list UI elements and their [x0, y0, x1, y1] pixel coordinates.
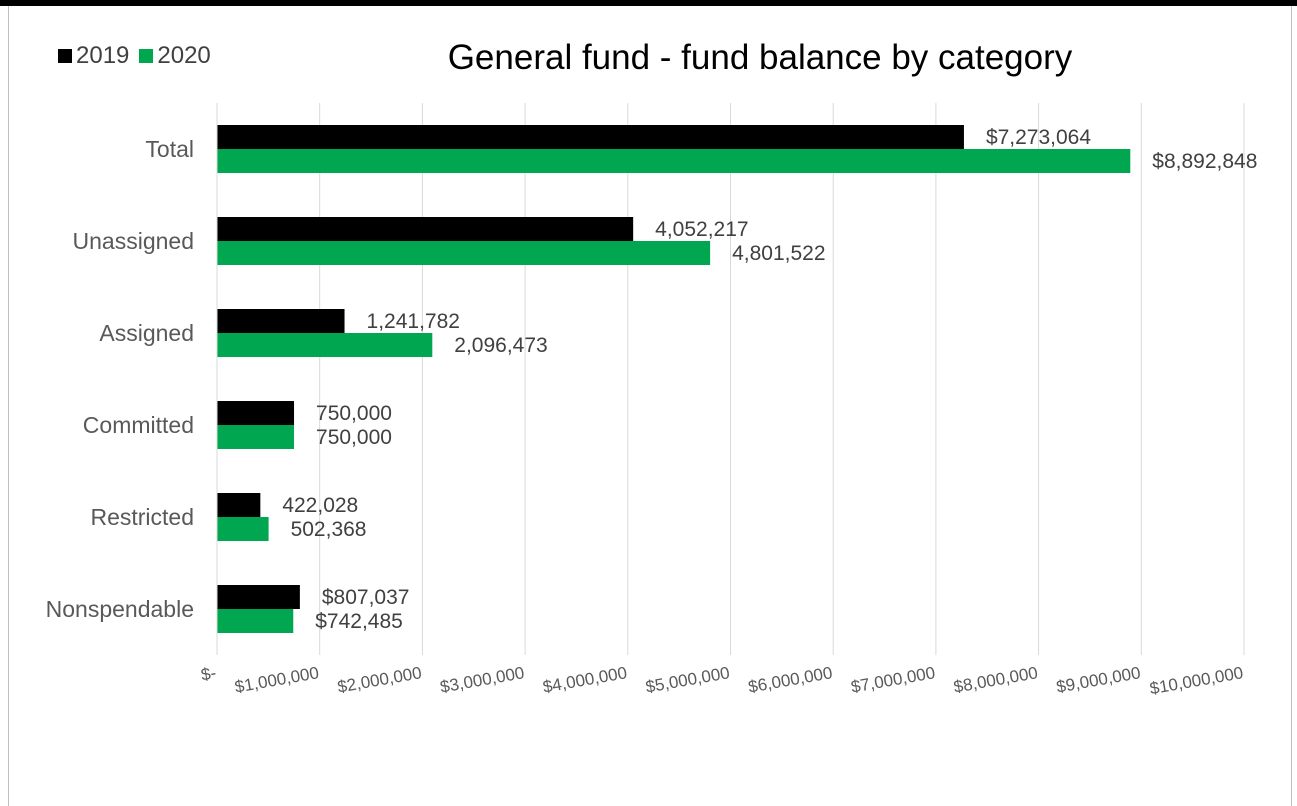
bar-2020-committed: [217, 425, 295, 449]
legend: 2019 2020: [58, 42, 221, 70]
x-tick-label: $-: [200, 663, 218, 684]
legend-label-2020: 2020: [157, 42, 211, 69]
legend-item-2020: 2020: [139, 42, 211, 70]
data-label: 750,000: [316, 426, 392, 449]
x-tick-label: $5,000,000: [644, 663, 731, 696]
top-border: [0, 0, 1297, 6]
bar-2019-unassigned: [217, 217, 634, 241]
legend-label-2019: 2019: [76, 42, 130, 69]
data-label: 502,368: [291, 518, 367, 541]
bar-2020-total: [217, 149, 1131, 173]
legend-swatch-2019: [58, 49, 72, 63]
data-label: 750,000: [316, 402, 392, 425]
bar-2019-nonspendable: [217, 585, 300, 609]
data-label: $8,892,848: [1152, 150, 1257, 173]
category-label: Unassigned: [73, 228, 194, 254]
x-tick-label: $10,000,000: [1148, 663, 1244, 698]
x-tick-label: $8,000,000: [952, 663, 1039, 696]
legend-swatch-2020: [139, 49, 154, 63]
data-label: 4,801,522: [732, 242, 825, 265]
data-label: 2,096,473: [454, 334, 547, 357]
chart-title: General fund - fund balance by category: [447, 38, 1073, 77]
chart-frame: [8, 6, 1292, 806]
data-label: $807,037: [322, 586, 410, 609]
category-label: Restricted: [90, 504, 194, 530]
data-label: $7,273,064: [986, 126, 1091, 149]
category-label: Committed: [83, 412, 194, 438]
bar-2020-unassigned: [217, 241, 711, 265]
category-label: Assigned: [99, 320, 194, 346]
x-tick-label: $1,000,000: [233, 663, 320, 696]
bar-2019-committed: [217, 401, 295, 425]
data-label: 4,052,217: [655, 218, 748, 241]
bar-2020-nonspendable: [217, 609, 294, 633]
bar-2019-assigned: [217, 309, 345, 333]
x-tick-label: $2,000,000: [336, 663, 423, 696]
x-tick-label: $9,000,000: [1055, 663, 1142, 696]
x-tick-label: $6,000,000: [747, 663, 834, 696]
data-label: $742,485: [315, 610, 403, 633]
bar-2020-restricted: [217, 517, 269, 541]
data-label: 1,241,782: [367, 310, 460, 333]
x-tick-label: $3,000,000: [439, 663, 526, 696]
x-tick-label: $4,000,000: [541, 663, 628, 696]
data-label: 422,028: [282, 494, 358, 517]
bar-2020-assigned: [217, 333, 433, 357]
category-label: Total: [145, 136, 194, 162]
category-label: Nonspendable: [46, 596, 194, 622]
bar-2019-restricted: [217, 493, 261, 517]
bar-2019-total: [217, 125, 964, 149]
legend-item-2019: 2019: [58, 42, 129, 70]
x-tick-label: $7,000,000: [849, 663, 936, 696]
